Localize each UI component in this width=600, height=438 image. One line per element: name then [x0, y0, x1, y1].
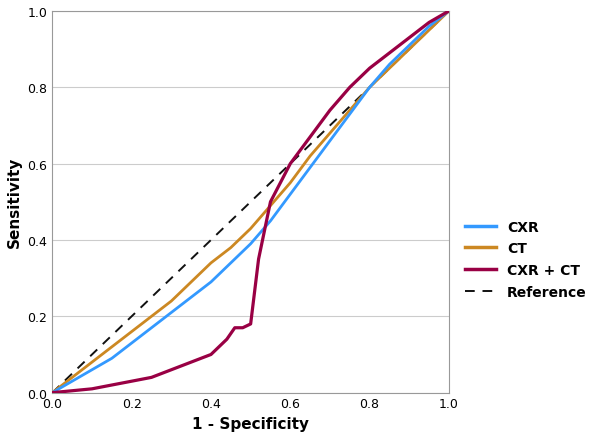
X-axis label: 1 - Specificity: 1 - Specificity: [192, 416, 309, 431]
Legend: CXR, CT, CXR + CT, Reference: CXR, CT, CXR + CT, Reference: [460, 215, 592, 304]
Y-axis label: Sensitivity: Sensitivity: [7, 157, 22, 248]
